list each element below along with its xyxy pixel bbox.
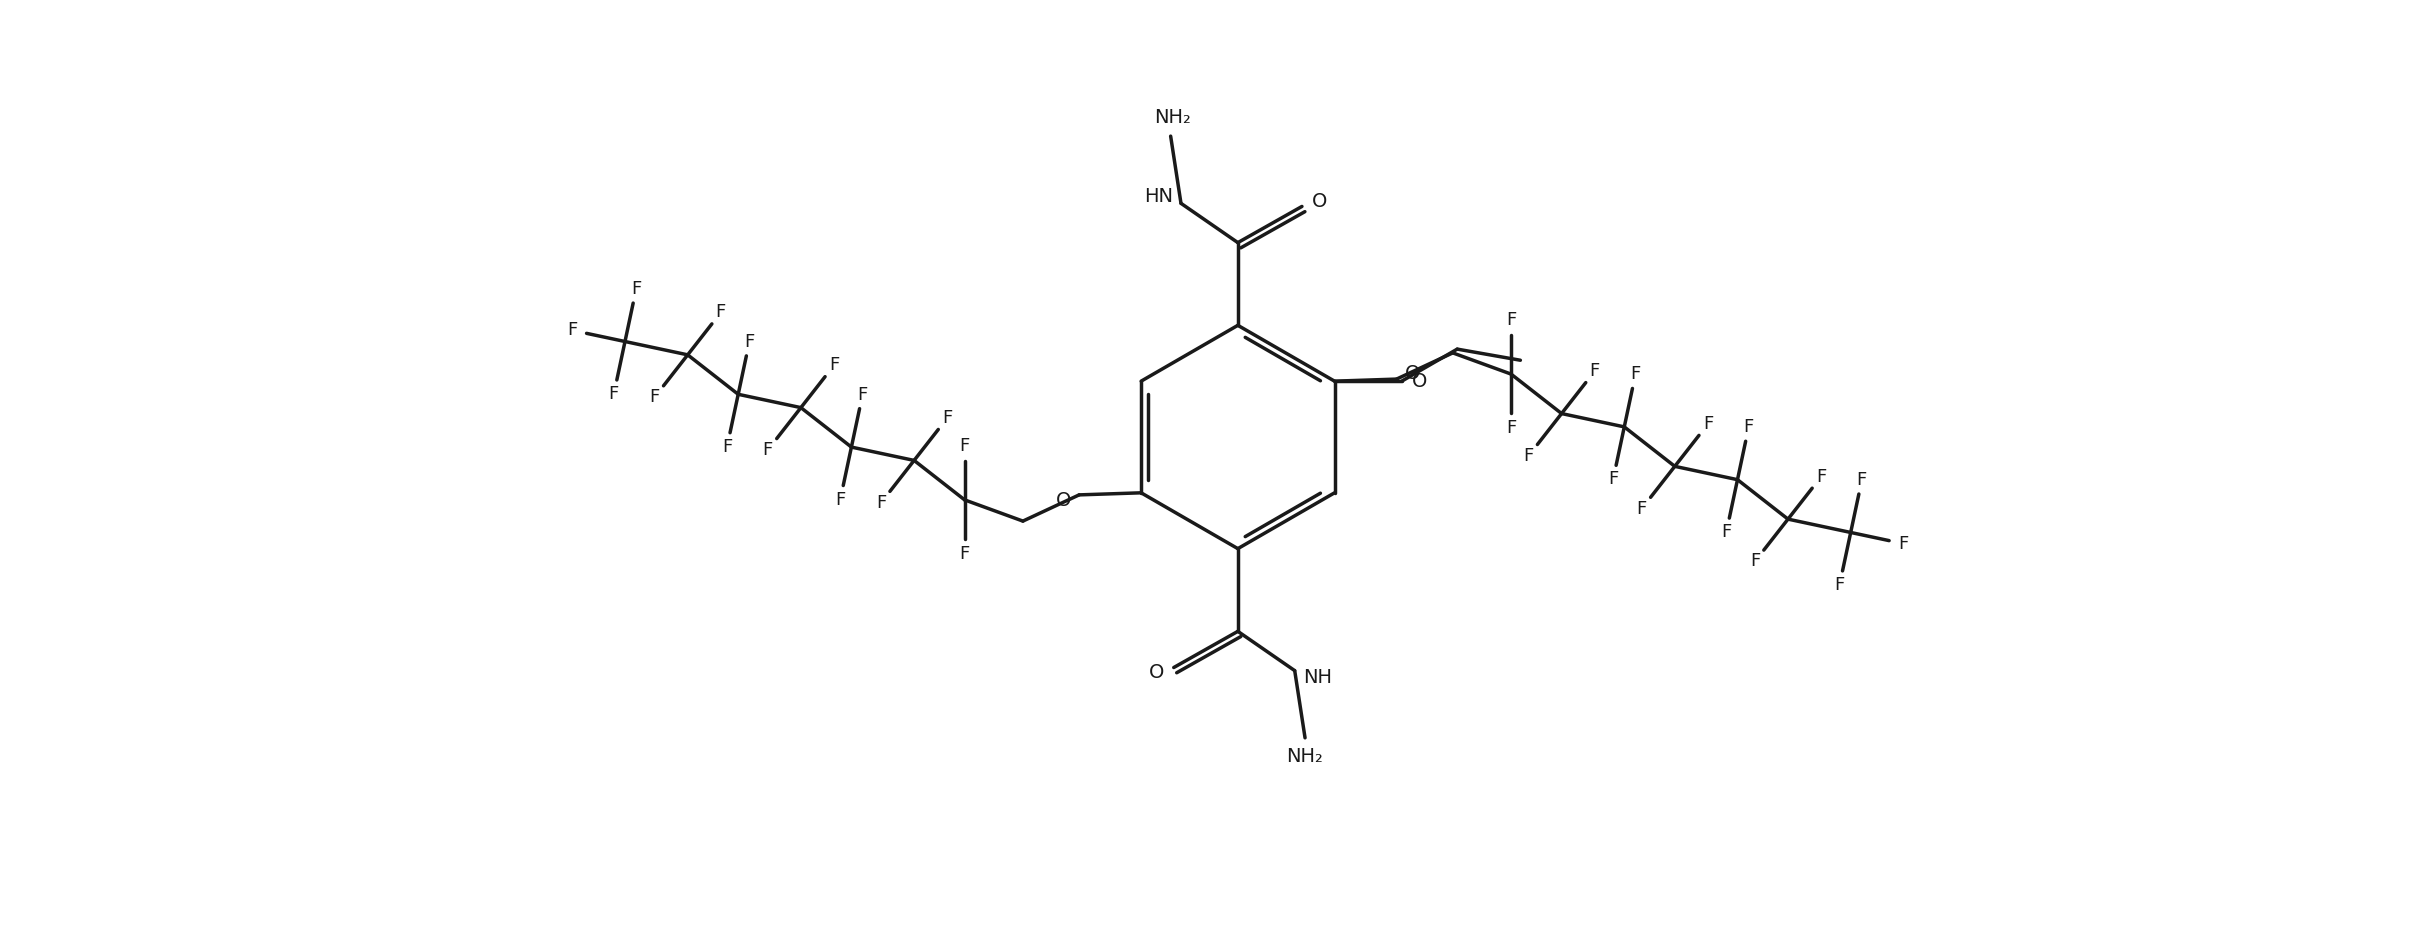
- Text: F: F: [650, 388, 659, 406]
- Text: F: F: [943, 409, 953, 427]
- Text: HN: HN: [1144, 186, 1173, 206]
- Text: F: F: [858, 386, 868, 403]
- Text: F: F: [1750, 552, 1760, 571]
- Text: F: F: [1505, 418, 1515, 437]
- Text: F: F: [875, 494, 887, 512]
- Text: F: F: [1590, 362, 1600, 380]
- Text: O: O: [1057, 490, 1071, 509]
- Text: F: F: [744, 332, 754, 351]
- Text: F: F: [1857, 471, 1866, 489]
- Text: F: F: [836, 490, 846, 508]
- Text: F: F: [1702, 415, 1714, 433]
- Text: O: O: [1311, 192, 1328, 211]
- Text: F: F: [1721, 523, 1731, 541]
- Text: F: F: [1522, 446, 1534, 465]
- Text: O: O: [1403, 364, 1420, 384]
- Text: F: F: [1743, 418, 1755, 436]
- Text: NH: NH: [1304, 668, 1331, 687]
- Text: F: F: [715, 303, 725, 321]
- Text: O: O: [1411, 372, 1428, 390]
- Text: F: F: [960, 545, 970, 563]
- Text: F: F: [722, 438, 732, 456]
- Text: F: F: [567, 321, 577, 340]
- Text: F: F: [1835, 576, 1845, 594]
- Text: F: F: [764, 441, 773, 459]
- Text: NH₂: NH₂: [1287, 747, 1324, 766]
- Text: F: F: [1898, 534, 1908, 552]
- Text: F: F: [1631, 365, 1641, 384]
- Text: F: F: [630, 280, 642, 298]
- Text: F: F: [608, 385, 618, 403]
- Text: F: F: [960, 437, 970, 455]
- Text: F: F: [1816, 468, 1825, 486]
- Text: F: F: [1505, 312, 1515, 329]
- Text: F: F: [1607, 471, 1619, 489]
- Text: F: F: [1636, 500, 1646, 518]
- Text: NH₂: NH₂: [1154, 108, 1190, 127]
- Text: O: O: [1149, 664, 1164, 682]
- Text: F: F: [829, 357, 839, 374]
